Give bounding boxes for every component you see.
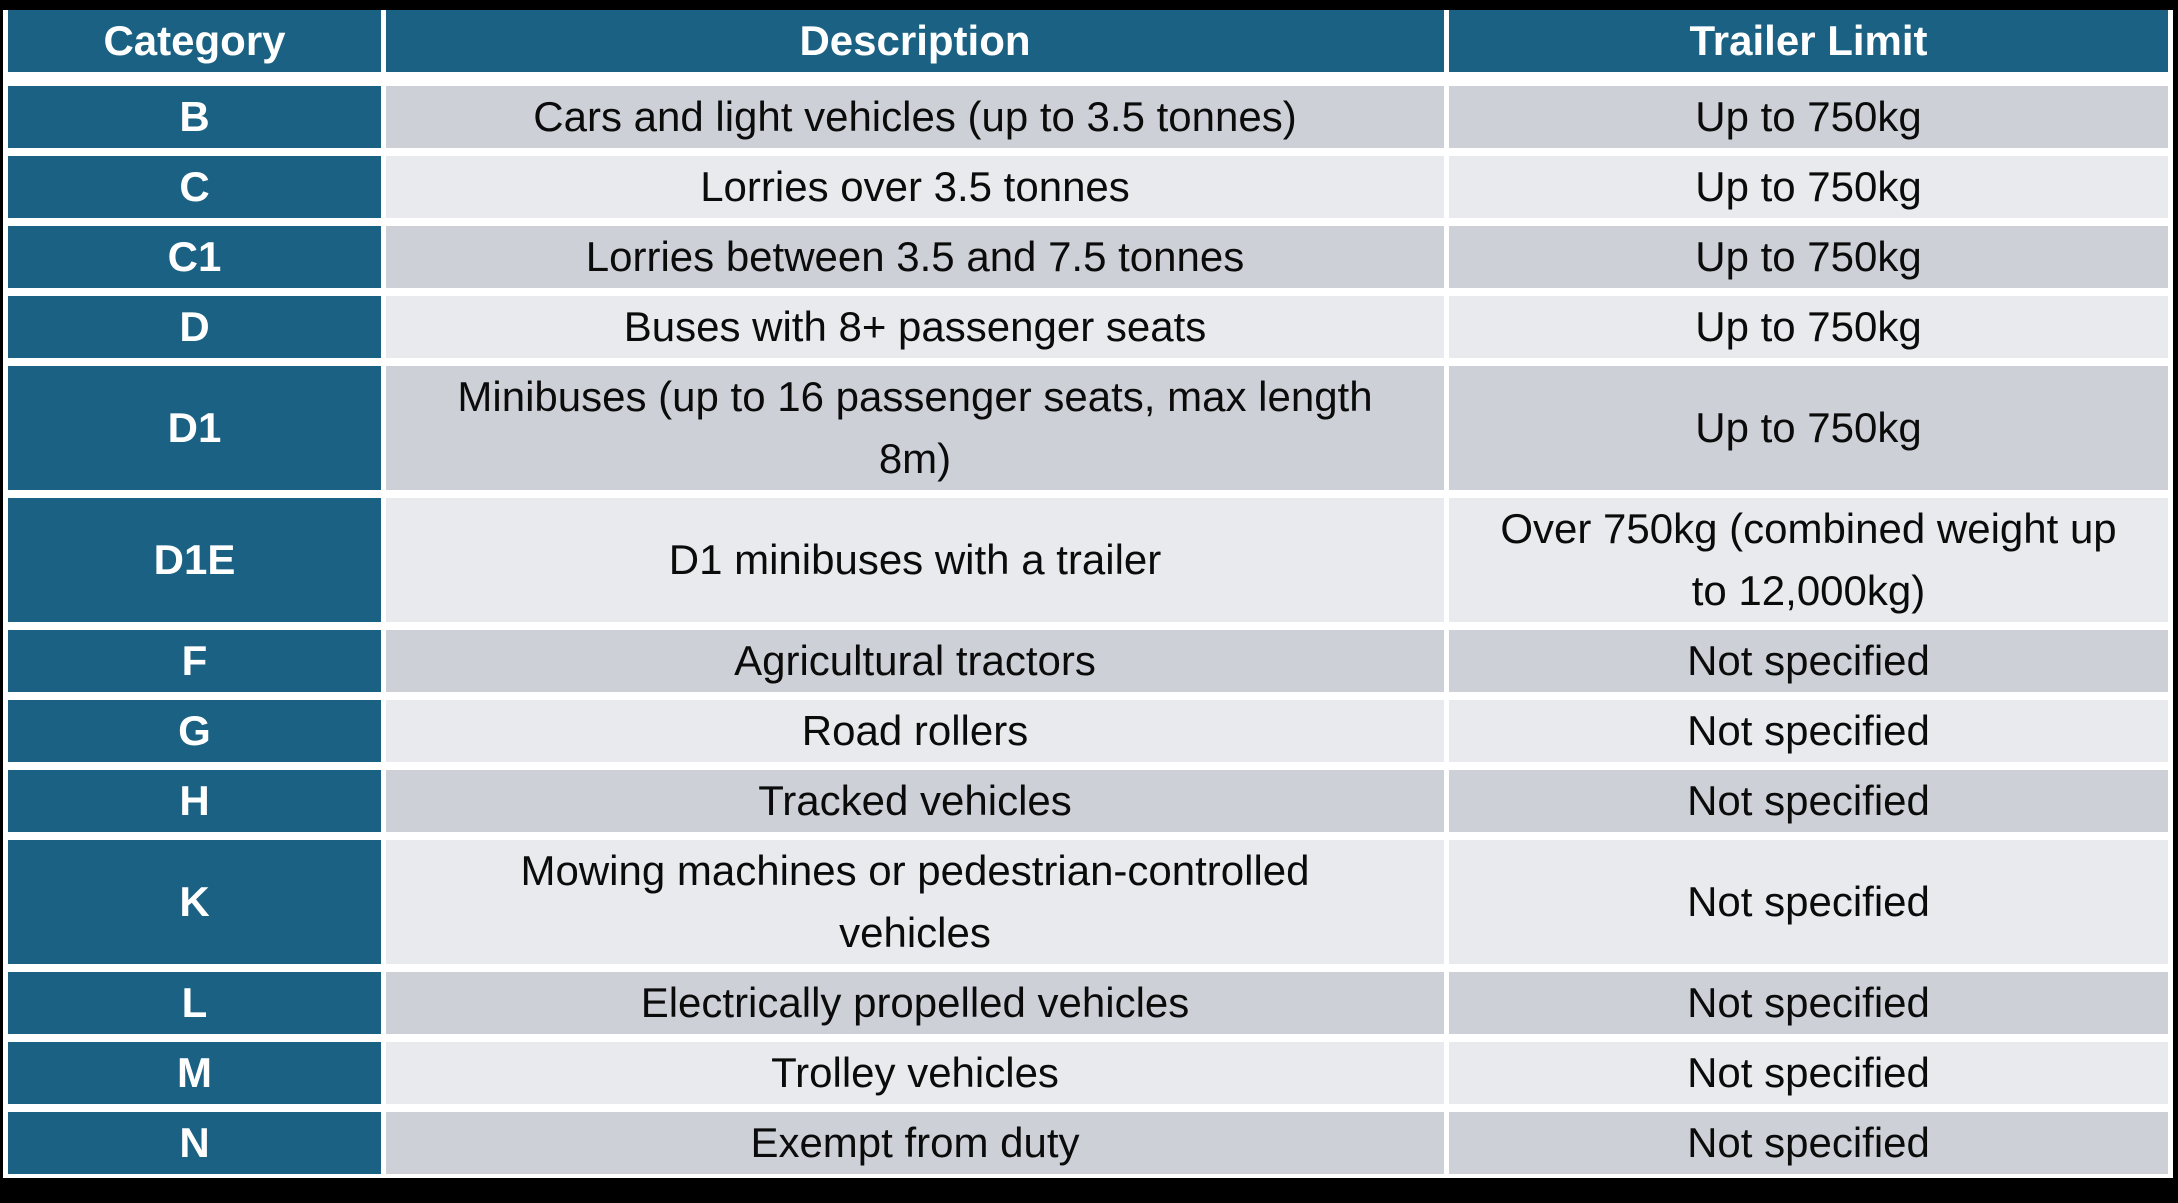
trailer-limit-cell: Not specified (1449, 1042, 2168, 1104)
trailer-limit-cell: Not specified (1449, 840, 2168, 964)
trailer-limit-cell: Not specified (1449, 700, 2168, 762)
category-cell: D1E (8, 498, 381, 622)
trailer-limit-cell: Not specified (1449, 972, 2168, 1034)
description-cell: Mowing machines or pedestrian-controlled… (386, 840, 1444, 964)
column-header-description: Description (386, 10, 1444, 72)
category-cell: K (8, 840, 381, 964)
trailer-limit-cell: Not specified (1449, 1112, 2168, 1174)
trailer-limit-cell: Not specified (1449, 630, 2168, 692)
driving-licence-category-table: Category Description Trailer Limit B Cars… (8, 10, 2168, 1174)
category-cell: L (8, 972, 381, 1034)
category-cell: D (8, 296, 381, 358)
description-cell: Cars and light vehicles (up to 3.5 tonne… (386, 86, 1444, 148)
category-cell: H (8, 770, 381, 832)
column-header-trailer-limit: Trailer Limit (1449, 10, 2168, 72)
column-header-category: Category (8, 10, 381, 72)
category-cell: D1 (8, 366, 381, 490)
description-cell: Minibuses (up to 16 passenger seats, max… (386, 366, 1444, 490)
description-cell: Trolley vehicles (386, 1042, 1444, 1104)
trailer-limit-cell: Over 750kg (combined weight up to 12,000… (1449, 498, 2168, 622)
description-cell: Lorries over 3.5 tonnes (386, 156, 1444, 218)
category-cell: C (8, 156, 381, 218)
category-cell: F (8, 630, 381, 692)
description-cell: Electrically propelled vehicles (386, 972, 1444, 1034)
description-cell: Road rollers (386, 700, 1444, 762)
category-cell: N (8, 1112, 381, 1174)
description-cell: Exempt from duty (386, 1112, 1444, 1174)
table-frame: Category Description Trailer Limit B Cars… (3, 10, 2173, 1178)
trailer-limit-cell: Up to 750kg (1449, 366, 2168, 490)
category-cell: G (8, 700, 381, 762)
category-cell: C1 (8, 226, 381, 288)
trailer-limit-cell: Up to 750kg (1449, 226, 2168, 288)
description-cell: Buses with 8+ passenger seats (386, 296, 1444, 358)
description-cell: Tracked vehicles (386, 770, 1444, 832)
description-cell: Lorries between 3.5 and 7.5 tonnes (386, 226, 1444, 288)
trailer-limit-cell: Up to 750kg (1449, 86, 2168, 148)
category-cell: B (8, 86, 381, 148)
description-cell: D1 minibuses with a trailer (386, 498, 1444, 622)
category-cell: M (8, 1042, 381, 1104)
description-cell: Agricultural tractors (386, 630, 1444, 692)
trailer-limit-cell: Up to 750kg (1449, 296, 2168, 358)
trailer-limit-cell: Up to 750kg (1449, 156, 2168, 218)
trailer-limit-cell: Not specified (1449, 770, 2168, 832)
